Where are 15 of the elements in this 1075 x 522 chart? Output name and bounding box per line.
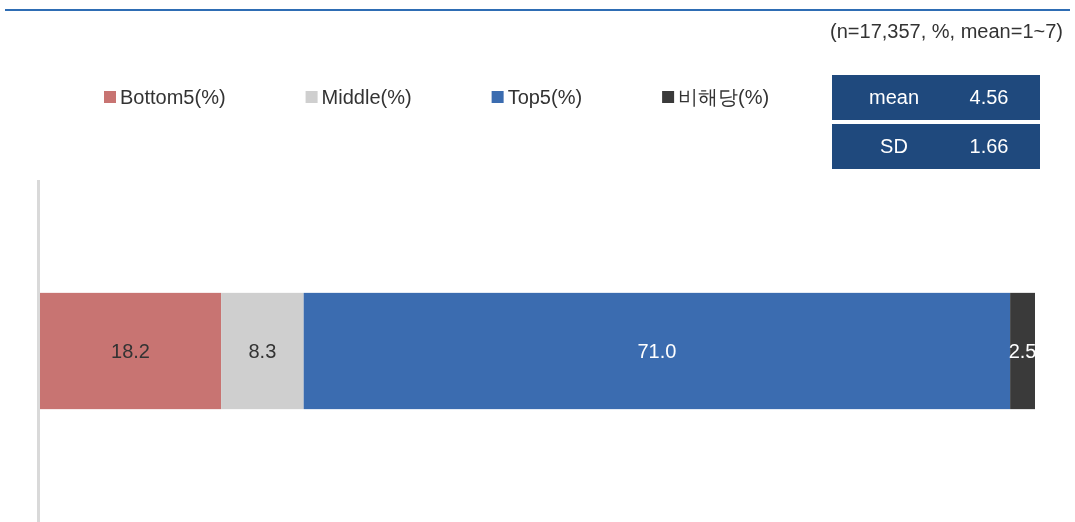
data-label: 18.2 bbox=[111, 340, 151, 362]
bar bbox=[303, 292, 1011, 410]
legend-label: Middle(%) bbox=[321, 86, 412, 108]
bar bbox=[40, 292, 222, 410]
legend-label: Bottom5(%) bbox=[120, 86, 226, 108]
text: (n=17,357, %, mean=1~7) bbox=[830, 20, 1063, 42]
text: mean bbox=[868, 86, 920, 108]
legend-label: Top5(%) bbox=[507, 86, 583, 108]
text: 4.56 bbox=[969, 86, 1009, 108]
data-label: 71.0 bbox=[637, 340, 677, 362]
bar bbox=[221, 292, 304, 410]
text: 1.66 bbox=[969, 135, 1009, 157]
legend-label: 비해당(%) bbox=[678, 86, 770, 108]
text: SD bbox=[880, 135, 908, 157]
data-label: 8.3 bbox=[248, 340, 277, 362]
